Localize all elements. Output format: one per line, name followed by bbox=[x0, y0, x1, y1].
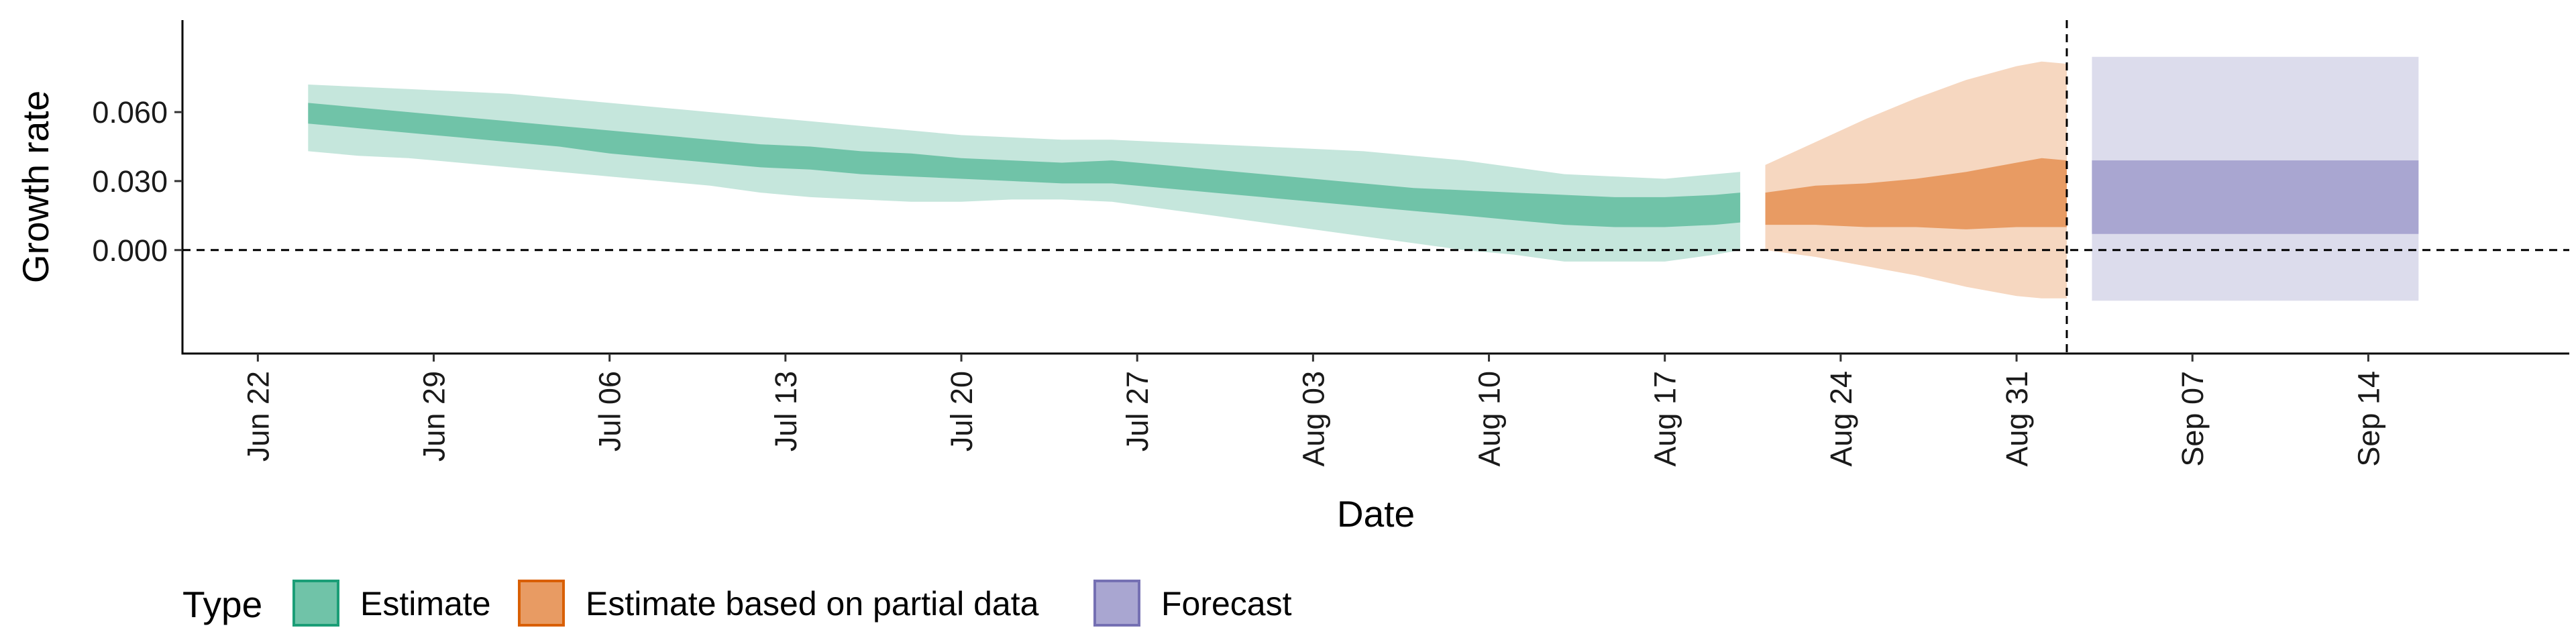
legend-key-forecast bbox=[1093, 580, 1140, 627]
axes-layer bbox=[181, 20, 2569, 355]
x-tick-label: Jul 20 bbox=[945, 371, 979, 451]
legend: Type Estimate Estimate based on partial d… bbox=[182, 580, 1292, 627]
x-tick-label: Sep 14 bbox=[2351, 371, 2385, 467]
y-axis-title: Growth rate bbox=[15, 91, 56, 283]
estimate-based-on-partial-data-inner-band bbox=[1765, 158, 2067, 229]
x-axis-title: Date bbox=[1337, 493, 1415, 535]
x-tick-label: Jul 13 bbox=[769, 371, 803, 451]
reference-lines bbox=[182, 20, 2569, 354]
band-layer bbox=[308, 56, 2419, 301]
x-tick-label: Jun 22 bbox=[241, 371, 275, 462]
x-tick-label: Jun 29 bbox=[417, 371, 451, 462]
legend-label-estimate-based-on-partial-data: Estimate based on partial data bbox=[586, 585, 1039, 623]
y-tick-label: 0.000 bbox=[92, 233, 168, 268]
y-tick-label: 0.060 bbox=[92, 95, 168, 129]
forecast-inner-band bbox=[2092, 160, 2419, 234]
legend-title: Type bbox=[182, 584, 262, 625]
x-tick-label: Aug 17 bbox=[1648, 371, 1682, 467]
legend-label-forecast: Forecast bbox=[1161, 585, 1292, 623]
tick-layer: 0.000 0.030 0.060 Jun 22 Jun 29 Jul 06 Jul 13 J… bbox=[92, 95, 2385, 467]
x-tick-label: Aug 10 bbox=[1472, 371, 1507, 467]
legend-key-estimate bbox=[292, 580, 339, 627]
x-tick-label: Aug 24 bbox=[1824, 371, 1858, 467]
x-tick-label: Aug 31 bbox=[2000, 371, 2034, 467]
x-tick-label: Jul 06 bbox=[593, 371, 627, 451]
x-tick-label: Jul 27 bbox=[1120, 371, 1155, 451]
x-tick-label: Sep 07 bbox=[2176, 371, 2210, 467]
estimate-inner-band bbox=[308, 103, 1741, 227]
x-tick-label: Aug 03 bbox=[1296, 371, 1330, 467]
legend-label-estimate: Estimate bbox=[360, 585, 491, 623]
y-tick-label: 0.030 bbox=[92, 164, 168, 199]
legend-key-estimate-based-on-partial-data bbox=[518, 580, 565, 627]
